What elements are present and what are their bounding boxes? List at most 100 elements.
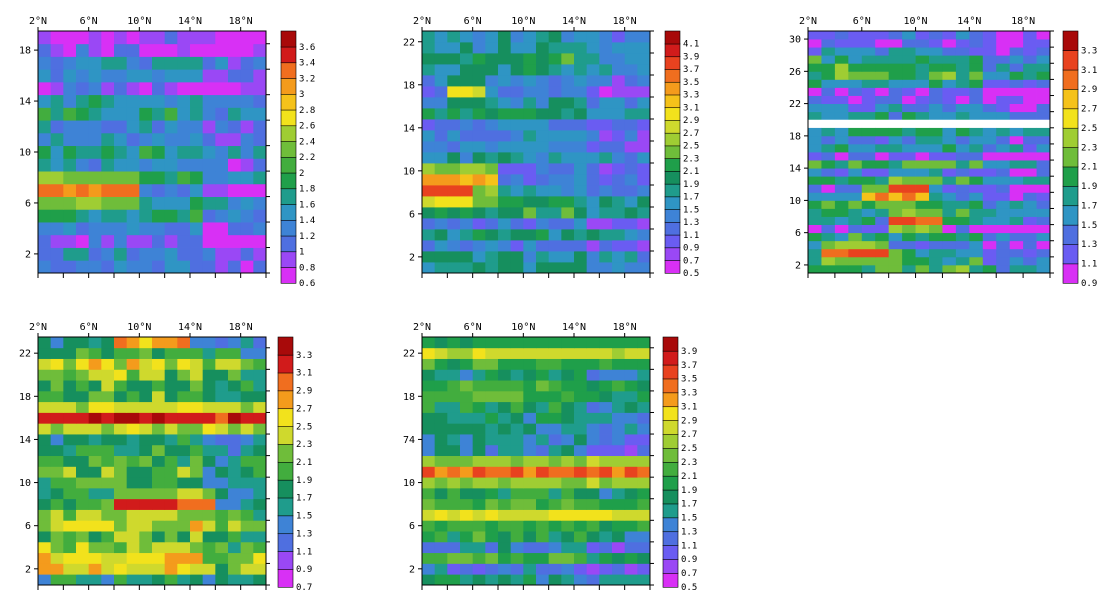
heatmap-cell xyxy=(215,234,229,248)
heatmap-cell xyxy=(498,455,512,467)
heatmap-cell xyxy=(434,531,448,543)
heatmap-cell xyxy=(1009,31,1024,40)
heatmap-cell xyxy=(561,108,575,120)
heatmap-cell xyxy=(101,541,115,554)
heatmap-cell xyxy=(498,541,512,554)
heatmap-cell xyxy=(536,130,550,142)
heatmap-cell xyxy=(164,337,178,349)
heatmap-cell xyxy=(955,256,970,266)
heatmap-cell xyxy=(76,347,90,359)
heatmap-cell xyxy=(215,56,229,70)
heatmap-cell xyxy=(1023,232,1037,242)
heatmap-cell xyxy=(624,108,638,120)
heatmap-cell xyxy=(63,260,77,274)
heatmap-cell xyxy=(38,520,52,532)
heatmap-cell xyxy=(996,200,1011,209)
heatmap-cell xyxy=(76,369,90,381)
heatmap-cell xyxy=(586,141,600,153)
heatmap-cell xyxy=(888,176,903,185)
colorbar-swatch xyxy=(662,461,679,477)
colorbar-label: 2.1 xyxy=(683,167,699,177)
heatmap-cell xyxy=(63,552,77,564)
heatmap-cell xyxy=(624,86,638,98)
heatmap-cell xyxy=(63,234,77,248)
heatmap-cell xyxy=(861,143,876,153)
heatmap-cell xyxy=(821,192,836,201)
heatmap-cell xyxy=(637,86,651,98)
heatmap-cell xyxy=(1036,71,1051,80)
colorbar-swatch xyxy=(664,259,681,274)
heatmap-cell xyxy=(434,487,448,500)
heatmap-cell xyxy=(1036,87,1051,96)
heatmap-cell xyxy=(969,39,984,48)
heatmap-cell xyxy=(76,574,90,586)
colorbar-swatch xyxy=(277,408,294,427)
heatmap-cell xyxy=(215,412,229,424)
heatmap-cell xyxy=(228,520,242,532)
heatmap-cell xyxy=(63,183,77,197)
heatmap-cell xyxy=(88,158,102,172)
heatmap-cell xyxy=(240,81,254,96)
heatmap-cell xyxy=(228,120,242,134)
heatmap-cell xyxy=(612,86,626,98)
heatmap-cell xyxy=(152,81,166,96)
heatmap-cell xyxy=(152,31,166,45)
heatmap-cell xyxy=(50,444,64,457)
heatmap-cell xyxy=(1009,224,1024,234)
heatmap-cell xyxy=(586,174,600,186)
heatmap-cell xyxy=(523,423,537,435)
heatmap-cell xyxy=(875,232,890,242)
heatmap-cell xyxy=(808,111,822,121)
heatmap-cell xyxy=(888,127,903,137)
heatmap-cell xyxy=(253,390,267,403)
heatmap-cell xyxy=(460,174,474,186)
heatmap-cell xyxy=(523,487,537,500)
heatmap-cell xyxy=(1023,31,1037,40)
heatmap-cell xyxy=(821,200,836,209)
heatmap-cell xyxy=(177,390,191,403)
heatmap-cell xyxy=(88,487,102,500)
heatmap-cell xyxy=(612,53,626,65)
x-tick-label: 6°N xyxy=(80,322,98,333)
heatmap-cell xyxy=(599,563,613,575)
heatmap-cell xyxy=(510,531,524,543)
heatmap-cell xyxy=(599,108,613,120)
colorbar-swatch xyxy=(664,56,681,70)
heatmap-cell xyxy=(434,75,448,87)
heatmap-cell xyxy=(126,171,140,185)
x-tick-label: 2°N xyxy=(413,16,431,27)
heatmap-cell xyxy=(599,251,613,263)
heatmap-cell xyxy=(969,55,984,64)
heatmap-cell xyxy=(50,222,64,236)
heatmap-cell xyxy=(875,208,890,217)
heatmap-cell xyxy=(498,262,512,274)
heatmap-cell xyxy=(190,380,204,392)
heatmap-cell xyxy=(942,240,957,250)
heatmap-cell xyxy=(139,444,153,457)
heatmap-cell xyxy=(969,264,984,274)
heatmap-cell xyxy=(202,145,216,159)
colorbar-label: 2.9 xyxy=(1081,85,1097,95)
heatmap-cell xyxy=(88,531,102,543)
x-tick-label: 10°N xyxy=(511,322,535,333)
heatmap-cell xyxy=(50,347,64,359)
heatmap-cell xyxy=(1009,87,1024,96)
heatmap-cell xyxy=(599,369,613,381)
heatmap-cell xyxy=(498,520,512,532)
colorbar-label: 2.6 xyxy=(299,122,315,132)
heatmap-cell xyxy=(202,209,216,223)
heatmap-cell xyxy=(561,163,575,175)
heatmap-cell xyxy=(422,390,436,403)
colorbar-swatch xyxy=(280,140,297,158)
heatmap-cell xyxy=(637,358,651,370)
heatmap-cell xyxy=(164,132,178,147)
heatmap-cell xyxy=(126,120,140,134)
heatmap-cell xyxy=(599,531,613,543)
heatmap-cell xyxy=(574,487,588,500)
heatmap-cell xyxy=(240,209,254,223)
heatmap-cell xyxy=(50,260,64,274)
heatmap-cell xyxy=(485,358,499,370)
heatmap-cell xyxy=(114,107,128,121)
heatmap-cell xyxy=(808,31,822,40)
heatmap-cell xyxy=(875,248,890,258)
